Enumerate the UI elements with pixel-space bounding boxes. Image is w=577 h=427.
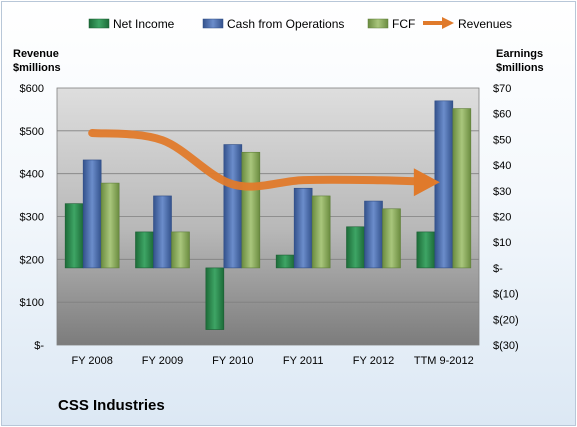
bar-fcf	[311, 195, 331, 269]
bar-fcf	[171, 231, 190, 269]
bar-fcf	[452, 108, 472, 269]
legend-label-cash-from-operations: Cash from Operations	[227, 17, 344, 31]
right-axis-title-line1: Earnings	[496, 48, 543, 60]
left-axis-title-line2: $millions	[13, 62, 61, 74]
x-tick-label: FY 2008	[71, 355, 112, 367]
legend-arrow-icon	[442, 17, 454, 29]
right-tick-label: $-	[493, 263, 503, 275]
bar-net-income	[346, 226, 365, 269]
revenues-line	[88, 128, 432, 191]
left-tick-label: $400	[20, 169, 44, 181]
bar-cash-from-operations	[153, 195, 172, 269]
left-axis-ticks: $- $100 $200 $300 $400 $500 $600	[20, 83, 45, 352]
legend-label-revenues: Revenues	[458, 17, 512, 31]
left-tick-label: $-	[34, 340, 44, 352]
bar-cash-from-operations	[223, 144, 243, 269]
right-tick-label: $60	[493, 109, 511, 121]
right-tick-label: $10	[493, 237, 511, 249]
right-tick-label: $50	[493, 134, 511, 146]
company-name: CSS Industries	[58, 397, 165, 414]
bar-cash-from-operations	[293, 187, 313, 269]
bar-net-income	[275, 254, 295, 269]
bar-net-income	[135, 231, 154, 269]
right-axis-ticks: $(30) $(20) $(10) $- $10 $20 $30 $40 $50 $60 $70	[493, 83, 519, 352]
legend-label-net-income: Net Income	[113, 17, 175, 31]
bar-fcf	[241, 151, 261, 269]
left-tick-label: $300	[20, 212, 44, 224]
bar-cash-from-operations	[364, 200, 383, 269]
left-tick-label: $100	[20, 297, 44, 309]
gridlines	[57, 130, 479, 303]
legend-swatch-net-income	[88, 18, 110, 29]
legend-swatch-fcf	[367, 18, 389, 29]
legend-swatch-cash-from-operations	[202, 18, 224, 29]
right-tick-label: $(20)	[493, 314, 519, 326]
left-axis-title-line1: Revenue	[13, 48, 59, 60]
legend-label-fcf: FCF	[392, 17, 415, 31]
right-axis-title-line2: $millions	[496, 62, 544, 74]
revenues-arrowhead	[413, 168, 440, 197]
bar-net-income	[64, 203, 84, 269]
right-tick-label: $40	[493, 160, 511, 172]
bar-net-income	[205, 267, 225, 330]
x-tick-label: FY 2009	[142, 355, 183, 367]
bar-cash-from-operations	[82, 159, 102, 269]
right-tick-label: $(10)	[493, 289, 519, 301]
right-tick-label: $70	[493, 83, 511, 95]
left-tick-label: $600	[20, 83, 44, 95]
bar-cash-from-operations	[434, 100, 454, 269]
left-tick-label: $200	[20, 254, 44, 266]
x-tick-label: FY 2011	[283, 355, 324, 367]
x-axis-labels: FY 2008 FY 2009 FY 2010 FY 2011 FY 2012 TTM 9…	[71, 355, 473, 367]
right-tick-label: $20	[493, 212, 511, 224]
x-tick-label: FY 2012	[353, 355, 394, 367]
x-tick-label: FY 2010	[212, 355, 253, 367]
right-tick-label: $30	[493, 186, 511, 198]
revenues-line-group	[88, 128, 440, 197]
bar-net-income	[416, 231, 436, 269]
left-tick-label: $500	[20, 126, 44, 138]
bars	[64, 100, 472, 330]
x-tick-label: TTM 9-2012	[414, 355, 474, 367]
bar-fcf	[100, 182, 120, 269]
legend: Net Income Cash from Operations FCF Reve…	[88, 17, 512, 31]
right-tick-label: $(30)	[493, 340, 519, 352]
bar-fcf	[382, 208, 401, 269]
